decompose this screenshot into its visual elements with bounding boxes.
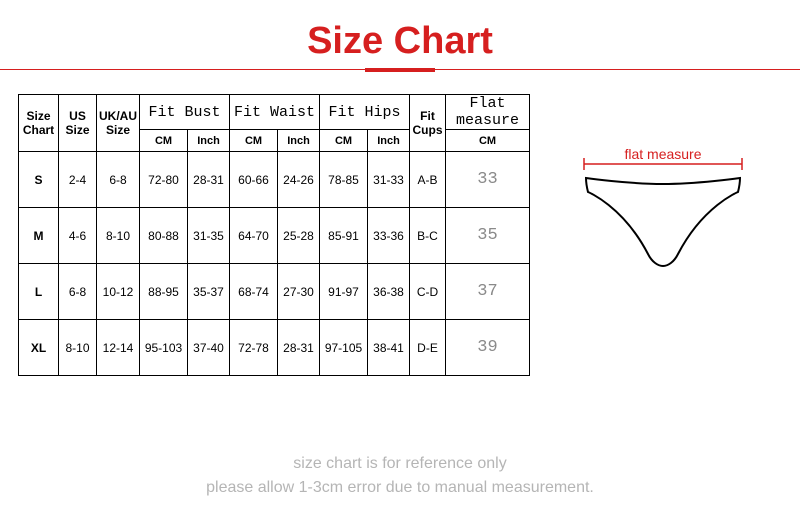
col-fit-waist: Fit Waist: [230, 95, 320, 130]
cell-bust-in: 37-40: [188, 320, 230, 376]
table-body: S2-46-872-8028-3160-6624-2678-8531-33A-B…: [19, 152, 530, 376]
col-bust-cm: CM: [140, 130, 188, 152]
col-flat-cm: CM: [446, 130, 530, 152]
cell-waist-in: 24-26: [278, 152, 320, 208]
cell-hips-in: 36-38: [368, 264, 410, 320]
cell-cups: C-D: [410, 264, 446, 320]
cell-uk: 8-10: [97, 208, 140, 264]
cell-size: M: [19, 208, 59, 264]
col-bust-inch: Inch: [188, 130, 230, 152]
cell-hips-in: 38-41: [368, 320, 410, 376]
cell-size: S: [19, 152, 59, 208]
title-rule: [0, 69, 800, 70]
cell-hips-cm: 97-105: [320, 320, 368, 376]
col-uk-au-size: UK/AU Size: [97, 95, 140, 152]
cell-hips-in: 33-36: [368, 208, 410, 264]
cell-uk: 6-8: [97, 152, 140, 208]
content: Size Chart US Size UK/AU Size Fit Bust F…: [0, 72, 800, 376]
col-hips-inch: Inch: [368, 130, 410, 152]
cell-waist-in: 25-28: [278, 208, 320, 264]
cell-waist-in: 27-30: [278, 264, 320, 320]
col-fit-bust: Fit Bust: [140, 95, 230, 130]
cell-us: 6-8: [59, 264, 97, 320]
cell-us: 4-6: [59, 208, 97, 264]
cell-cups: A-B: [410, 152, 446, 208]
footer-line1: size chart is for reference only: [0, 452, 800, 476]
col-fit-cups: Fit Cups: [410, 95, 446, 152]
cell-hips-cm: 91-97: [320, 264, 368, 320]
cell-waist-in: 28-31: [278, 320, 320, 376]
cell-size: XL: [19, 320, 59, 376]
cell-uk: 12-14: [97, 320, 140, 376]
footer-note: size chart is for reference only please …: [0, 452, 800, 500]
table-head: Size Chart US Size UK/AU Size Fit Bust F…: [19, 95, 530, 152]
cell-cups: B-C: [410, 208, 446, 264]
panty-shape: [586, 178, 740, 266]
cell-size: L: [19, 264, 59, 320]
table-row: XL8-1012-1495-10337-4072-7828-3197-10538…: [19, 320, 530, 376]
cell-us: 2-4: [59, 152, 97, 208]
cell-waist-cm: 68-74: [230, 264, 278, 320]
cell-bust-cm: 72-80: [140, 152, 188, 208]
title-section: Size Chart: [0, 0, 800, 72]
col-waist-inch: Inch: [278, 130, 320, 152]
cell-bust-in: 28-31: [188, 152, 230, 208]
cell-uk: 10-12: [97, 264, 140, 320]
table-row: S2-46-872-8028-3160-6624-2678-8531-33A-B…: [19, 152, 530, 208]
cell-us: 8-10: [59, 320, 97, 376]
col-size-chart: Size Chart: [19, 95, 59, 152]
col-flat-measure: Flat measure: [446, 95, 530, 130]
cell-hips-cm: 78-85: [320, 152, 368, 208]
cell-bust-in: 31-35: [188, 208, 230, 264]
table-row: M4-68-1080-8831-3564-7025-2885-9133-36B-…: [19, 208, 530, 264]
page-title: Size Chart: [307, 20, 493, 63]
flat-measure-diagram: flat measure: [530, 94, 782, 304]
cell-waist-cm: 72-78: [230, 320, 278, 376]
cell-flat: 35: [446, 208, 530, 264]
cell-flat: 39: [446, 320, 530, 376]
cell-bust-cm: 88-95: [140, 264, 188, 320]
cell-bust-cm: 95-103: [140, 320, 188, 376]
cell-cups: D-E: [410, 320, 446, 376]
cell-waist-cm: 60-66: [230, 152, 278, 208]
table-row: L6-810-1288-9535-3768-7427-3091-9736-38C…: [19, 264, 530, 320]
cell-bust-cm: 80-88: [140, 208, 188, 264]
cell-hips-cm: 85-91: [320, 208, 368, 264]
cell-bust-in: 35-37: [188, 264, 230, 320]
col-fit-hips: Fit Hips: [320, 95, 410, 130]
panty-outline-icon: flat measure: [578, 134, 748, 304]
footer-line2: please allow 1-3cm error due to manual m…: [0, 476, 800, 500]
cell-waist-cm: 64-70: [230, 208, 278, 264]
size-chart-table: Size Chart US Size UK/AU Size Fit Bust F…: [18, 94, 530, 376]
col-hips-cm: CM: [320, 130, 368, 152]
cell-flat: 37: [446, 264, 530, 320]
col-us-size: US Size: [59, 95, 97, 152]
cell-flat: 33: [446, 152, 530, 208]
cell-hips-in: 31-33: [368, 152, 410, 208]
flat-measure-label: flat measure: [624, 146, 701, 162]
col-waist-cm: CM: [230, 130, 278, 152]
